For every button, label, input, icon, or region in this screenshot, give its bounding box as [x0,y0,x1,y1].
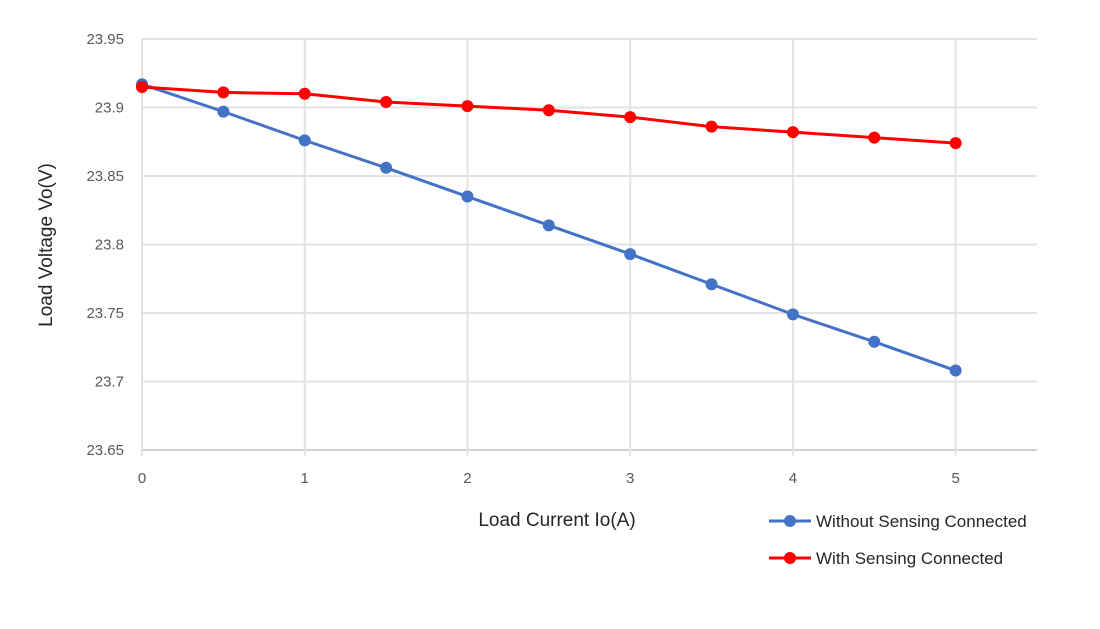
y-tick-label: 23.85 [86,168,124,185]
data-point [542,219,555,232]
y-tick-label: 23.65 [86,442,124,459]
data-point [786,126,799,139]
y-tick-label: 23.75 [86,305,124,322]
data-point [705,278,718,291]
x-axis-ticks: 0 1 2 3 4 5 [138,470,960,487]
y-axis-title: Load Voltage Vo(V) [36,163,57,327]
data-point [786,308,799,321]
x-tick-label: 4 [789,470,797,487]
x-tick-label: 0 [138,470,146,487]
data-point [298,87,311,100]
legend: Without Sensing Connected With Sensing Co… [769,512,1027,568]
legend-label: Without Sensing Connected [816,512,1027,531]
series-without-sensing [136,78,962,377]
data-point [868,131,881,144]
data-point [217,105,230,118]
series-with-sensing [136,80,962,150]
data-point [136,80,148,93]
y-tick-label: 23.95 [86,31,124,48]
gridlines [141,38,1037,456]
legend-entry: Without Sensing Connected [769,512,1027,531]
y-tick-label: 23.9 [95,100,124,117]
y-tick-label: 23.8 [95,237,124,254]
x-tick-label: 5 [951,470,959,487]
x-tick-label: 2 [463,470,471,487]
data-point [949,137,962,150]
x-axis-title: Load Current Io(A) [478,510,635,531]
data-point [624,248,637,261]
legend-label: With Sensing Connected [816,549,1003,568]
y-tick-label: 23.7 [95,374,124,391]
data-point [380,96,393,109]
legend-marker [784,552,796,564]
x-tick-label: 3 [626,470,634,487]
y-axis-ticks: 23.65 23.7 23.75 23.8 23.85 23.9 23.95 [86,31,124,459]
data-point [542,104,555,117]
legend-entry: With Sensing Connected [769,549,1003,568]
data-point [624,111,637,124]
data-point [298,134,311,147]
data-point [461,100,474,113]
legend-marker [784,515,796,527]
data-point [705,120,718,133]
data-point [868,335,881,348]
data-point [217,86,230,99]
data-point [380,161,393,174]
series-group [136,78,962,377]
data-point [461,190,474,203]
x-tick-label: 1 [301,470,309,487]
data-point [949,364,962,377]
